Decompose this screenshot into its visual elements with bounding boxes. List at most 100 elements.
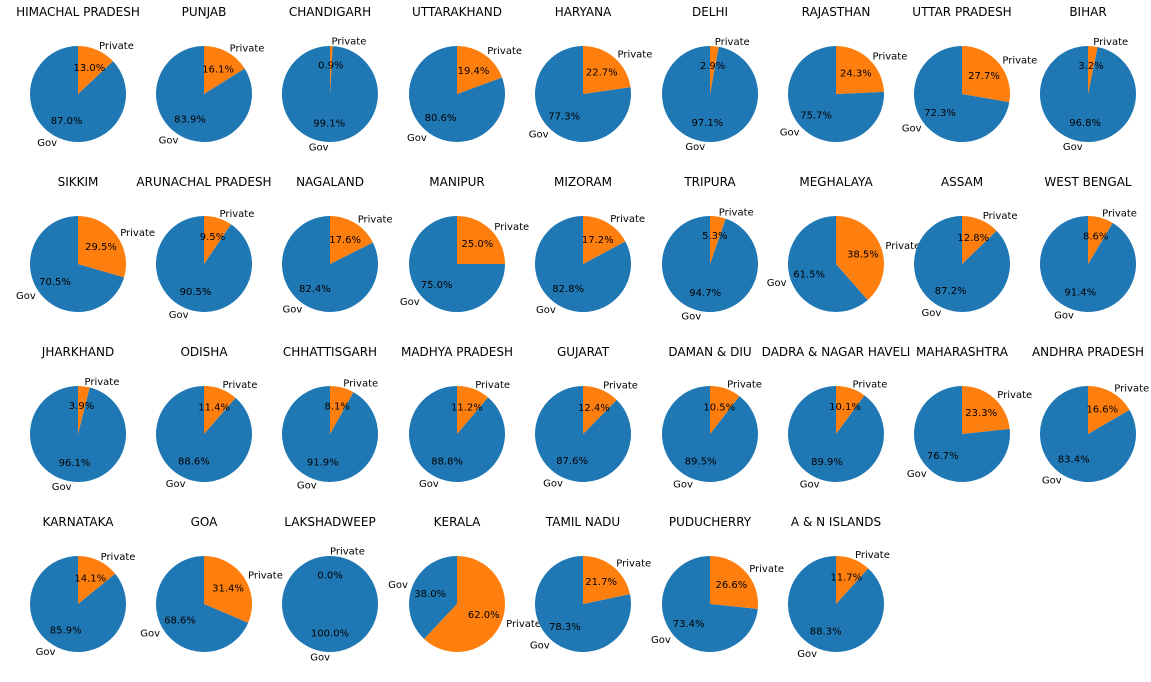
pie-9-title: SIKKIM: [58, 175, 99, 189]
pie-1-label-gov: Gov: [159, 136, 179, 147]
pie-23-label-gov: Gov: [673, 480, 693, 491]
pie-9-slice-private: [78, 216, 126, 278]
pie-7-label-gov: Gov: [902, 124, 922, 135]
pie-8-label-private: Private: [1093, 37, 1128, 48]
pie-29-pct-private: 0.0%: [317, 571, 342, 582]
pie-32-label-gov: Gov: [651, 635, 671, 646]
pie-20-label-private: Private: [343, 378, 378, 389]
pie-2-title: CHANDIGARH: [289, 5, 371, 19]
pie-19-pct-gov: 88.6%: [178, 457, 210, 468]
pie-20-title: CHHATTISGARH: [283, 345, 377, 359]
pie-19-slice-private: [204, 386, 236, 434]
pie-25-slice-private: [962, 386, 1010, 434]
pie-17-slice-private: [1088, 216, 1113, 264]
pie-3-pct-private: 19.4%: [458, 66, 490, 77]
pie-17-label-gov: Gov: [1054, 310, 1074, 321]
pie-33-pct-gov: 88.3%: [810, 626, 842, 637]
pie-16-slice-gov: [913, 216, 1010, 312]
pie-4-title: HARYANA: [555, 5, 612, 19]
pie-14-slice-private: [710, 216, 726, 264]
pie-29-slice-gov: [282, 556, 378, 652]
pie-27-label-gov: Gov: [36, 647, 56, 658]
pie-33-slice-gov: [787, 556, 884, 652]
pie-11-slice-private: [330, 216, 373, 264]
pie-31-title: TAMIL NADU: [545, 515, 620, 529]
pie-8-pct-private: 3.2%: [1078, 61, 1103, 72]
pie-6-label-private: Private: [873, 51, 908, 62]
pie-1-pct-gov: 83.9%: [174, 115, 206, 126]
pie-25-slice-gov: [914, 386, 1011, 483]
pie-24-label-gov: Gov: [800, 480, 820, 491]
pie-25-title: MAHARASHTRA: [916, 345, 1009, 359]
pie-32-slice-gov: [662, 556, 758, 652]
pie-17-title: WEST BENGAL: [1044, 175, 1132, 189]
pie-5-slice-private: [710, 45, 719, 94]
pie-22-slice-private: [583, 386, 617, 434]
pie-21-pct-private: 11.2%: [451, 403, 483, 414]
pie-21-pct-gov: 88.8%: [431, 457, 463, 468]
pie-9-label-private: Private: [120, 228, 155, 239]
pie-10-label-gov: Gov: [169, 310, 189, 321]
pie-33-label-private: Private: [855, 550, 890, 561]
pie-14-label-private: Private: [719, 207, 754, 218]
pie-6-slice-private: [836, 46, 884, 94]
pie-16-slice-private: [962, 216, 997, 264]
pie-28-pct-private: 31.4%: [212, 584, 244, 595]
pie-18-slice-private: [78, 386, 90, 434]
pie-18-slice-gov: [30, 386, 127, 482]
pie-21-label-gov: Gov: [419, 479, 439, 490]
pie-13-label-private: Private: [610, 214, 645, 225]
pie-13-pct-gov: 82.8%: [552, 284, 584, 295]
pie-24-slice-gov: [787, 385, 884, 483]
pie-23-label-private: Private: [727, 380, 762, 391]
pie-22-pct-private: 12.4%: [578, 403, 610, 414]
pie-8-slice-gov: [1039, 45, 1136, 142]
pie-11-pct-private: 17.6%: [329, 235, 361, 246]
pie-8-slice-private: [1088, 46, 1098, 94]
pie-6-slice-gov: [787, 46, 884, 142]
pie-15-slice-private: [836, 216, 885, 301]
pie-15: MEGHALAYA 61.5% Gov 38.5% Private: [767, 175, 920, 312]
pie-30-pct-gov: 38.0%: [414, 589, 446, 600]
pie-4-label-private: Private: [618, 50, 653, 61]
pie-7-pct-private: 27.7%: [968, 71, 1000, 82]
pie-22-title: GUJARAT: [557, 345, 610, 359]
pie-5-label-private: Private: [715, 37, 750, 48]
pie-30-slice-private: [424, 556, 505, 652]
pie-30-label-gov: Gov: [388, 580, 408, 591]
pie-2-label-private: Private: [332, 37, 367, 48]
pie-3: UTTARAKHAND 80.6% Gov 19.4% Private: [407, 5, 522, 144]
pie-2-pct-gov: 99.1%: [313, 118, 345, 129]
pie-31-pct-private: 21.7%: [585, 577, 617, 588]
pie-32-pct-private: 26.6%: [716, 580, 748, 591]
pie-2-slice-private: [330, 46, 333, 94]
pie-3-title: UTTARAKHAND: [412, 5, 502, 19]
pie-27-pct-private: 14.1%: [74, 574, 106, 585]
pie-18-label-gov: Gov: [52, 482, 72, 493]
pie-0-label-gov: Gov: [37, 138, 57, 149]
pie-13-title: MIZORAM: [554, 175, 612, 189]
pie-24-title: DADRA & NAGAR HAVELI: [762, 345, 911, 359]
pie-14-slice-gov: [661, 216, 758, 312]
pie-31-slice-private: [583, 556, 630, 604]
pie-12-pct-gov: 75.0%: [421, 280, 453, 291]
pie-2-label-gov: Gov: [309, 142, 329, 153]
pie-31-label-gov: Gov: [530, 641, 550, 652]
pie-25-pct-gov: 76.7%: [927, 451, 959, 462]
pie-5-pct-private: 2.9%: [700, 61, 725, 72]
pie-0-label-private: Private: [99, 41, 134, 52]
pie-10-slice-gov: [156, 216, 253, 312]
pie-23-pct-private: 10.5%: [703, 402, 735, 413]
pie-29: LAKSHADWEEP 100.0% Gov 0.0% Private: [282, 515, 378, 663]
pie-5-label-gov: Gov: [685, 142, 705, 153]
pie-17-pct-gov: 91.4%: [1064, 287, 1096, 298]
pie-26-pct-private: 16.6%: [1086, 405, 1118, 416]
pie-25-pct-private: 23.3%: [965, 408, 997, 419]
pie-23-slice-gov: [662, 386, 759, 482]
pie-11-label-private: Private: [358, 215, 393, 226]
pie-11: NAGALAND 82.4% Gov 17.6% Private: [281, 175, 393, 315]
pie-12-label-private: Private: [494, 222, 529, 233]
pie-33: A & N ISLANDS 88.3% Gov 11.7% Private: [787, 515, 890, 660]
pie-2-slice-gov: [281, 45, 378, 142]
